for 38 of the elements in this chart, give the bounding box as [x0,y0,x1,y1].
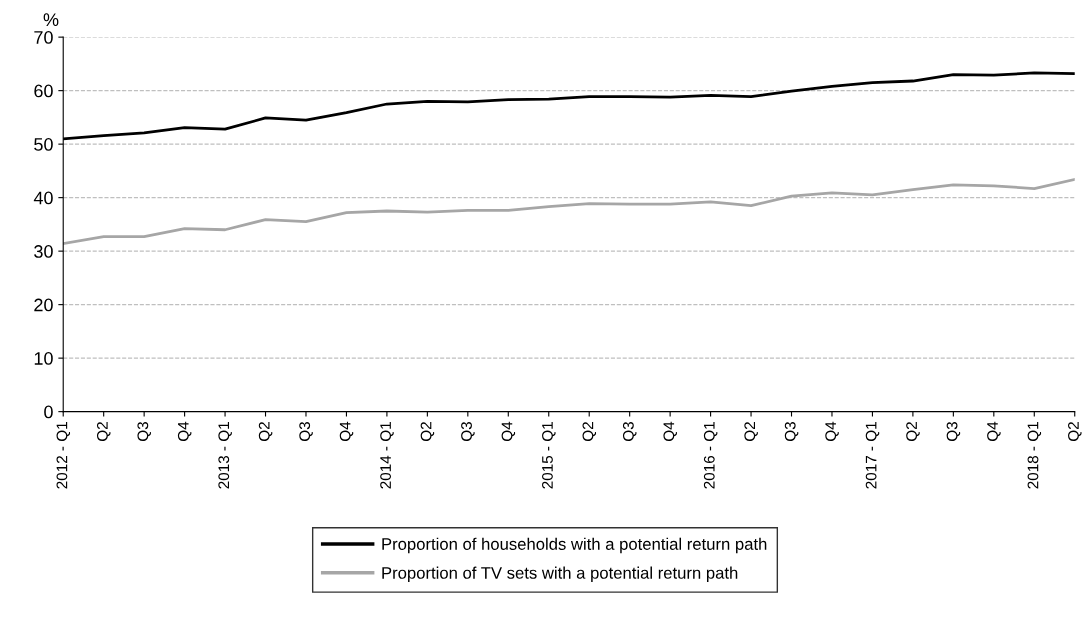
x-tick-label: Q3 [299,422,313,442]
x-tick-label: Q3 [137,422,151,442]
legend-label: Proportion of households with a potential return path [382,537,767,554]
x-tick-label: 2014 - Q1 [380,422,394,489]
x-tick-label: Q4 [987,421,1001,442]
x-tick-label: Q3 [461,422,475,442]
y-tick-label: 70 [34,31,53,44]
y-tick-label: 10 [34,352,53,365]
x-tick-label: Q4 [501,421,516,442]
x-tick-label: 2016 - Q1 [703,422,718,489]
x-tick-label: Q2 [1068,422,1082,442]
y-tick-label: 50 [34,138,53,151]
x-tick-label: Q3 [946,422,961,442]
x-tick-label: 2017 - Q1 [865,422,880,489]
x-tick-label: Q4 [177,421,192,442]
x-tick-label: Q2 [582,422,597,442]
x-tick-label: Q2 [420,422,435,442]
x-tick-label: Q2 [744,422,758,442]
y-tick-label: 0 [44,405,53,419]
x-tick-label: Q4 [825,421,839,442]
x-tick-label: Q3 [622,422,637,442]
x-tick-label: Q4 [339,421,354,442]
y-tick-label: 30 [34,245,53,258]
y-tick-label: 40 [33,191,53,205]
x-tick-label: Q4 [663,421,677,442]
x-tick-label: Q2 [906,422,920,442]
y-tick-label: 20 [34,298,53,312]
x-tick-label: 2018 - Q1 [1027,422,1042,489]
line-series [63,178,1075,246]
legend-label: Proportion of TV sets with a potential return path [382,566,738,583]
y-tick-label: 60 [34,84,53,98]
x-tick-label: 2013 - Q1 [218,422,232,489]
x-tick-label: 2012 - Q1 [56,422,71,489]
x-tick-label: Q2 [96,422,111,442]
x-tick-label: Q3 [784,422,799,442]
x-tick-label: Q2 [258,422,273,442]
y-axis-title: % [43,13,59,27]
x-tick-label: 2015 - Q1 [542,422,556,489]
